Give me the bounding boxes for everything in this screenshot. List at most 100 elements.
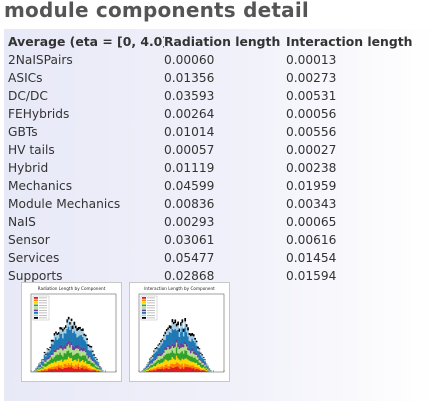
histogram-bin-segment [194, 352, 196, 355]
histogram-bin-segment [153, 353, 155, 360]
histogram-bin-segment [40, 363, 43, 365]
histogram-bin-segment [82, 364, 84, 368]
histogram-bin-segment [154, 358, 157, 361]
histogram-bin-segment [52, 367, 54, 370]
histogram-bin-segment [199, 369, 202, 371]
histogram-bin-segment [204, 368, 206, 370]
histogram-bin-segment [165, 364, 168, 368]
histogram-bin-segment [185, 350, 188, 359]
histogram-bin-segment [70, 358, 73, 364]
histogram-bin-segment [100, 370, 103, 372]
histogram-bin-segment [150, 358, 153, 360]
histogram-bin-segment [146, 370, 148, 372]
histogram-bin-segment [187, 349, 189, 355]
histogram-bin-segment [48, 352, 50, 357]
histogram-bin-segment [73, 346, 76, 351]
histogram-bin-segment [202, 358, 205, 363]
histogram-bin-segment [147, 366, 150, 367]
histogram-bin-segment [36, 369, 39, 370]
histogram-bin-segment [90, 366, 93, 370]
histogram-bin-segment [91, 366, 94, 369]
histogram-bin-segment [182, 368, 185, 372]
histogram-bin-segment [163, 366, 165, 370]
histogram-bin-segment [72, 349, 74, 356]
histogram-bin-segment [164, 365, 167, 369]
histogram-bin-segment [45, 360, 47, 362]
histogram-bin-segment [62, 366, 64, 369]
histogram-bin-segment [36, 371, 39, 372]
histogram-bin-segment [175, 323, 178, 327]
histogram-bin-segment [161, 338, 164, 341]
histogram-bin-segment [178, 368, 181, 372]
histogram-bin-segment [191, 361, 194, 366]
histogram-bin-segment [161, 354, 164, 359]
histogram-bin-segment [195, 340, 198, 343]
radiation-length-plot-thumbnail[interactable]: Radiation Length by Component [21, 282, 122, 382]
histogram-bin-segment [146, 366, 148, 368]
histogram-bin-segment [63, 329, 66, 334]
histogram-bin-segment [63, 359, 66, 364]
table-row: NaIS 0.00293 0.00065 [8, 213, 412, 231]
histogram-bin-segment [160, 345, 162, 354]
histogram-bin-segment [175, 342, 178, 348]
histogram-bin-segment [39, 368, 42, 370]
histogram-bin-segment [174, 359, 177, 364]
histogram-bin-segment [164, 359, 167, 366]
histogram-bin-segment [168, 328, 171, 332]
histogram-bin-segment [143, 368, 145, 370]
histogram-bin-segment [153, 368, 155, 370]
histogram-bin-segment [74, 364, 77, 369]
materials-table: Average (eta = [0, 4.0] Radiation length… [8, 31, 412, 285]
radiation-length-cell: 0.01356 [164, 71, 215, 85]
histogram-bin-segment [55, 352, 57, 356]
histogram-bin-segment [57, 364, 60, 368]
histogram-bin-segment [57, 367, 60, 372]
histogram-bin-segment [175, 330, 178, 340]
histogram-bin-segment [192, 340, 195, 352]
histogram-bin-segment [160, 340, 162, 343]
component-name-cell: Module Mechanics [8, 197, 121, 211]
histogram-bin-segment [65, 359, 67, 364]
histogram-bin-segment [156, 364, 158, 368]
histogram-bin-segment [174, 328, 177, 344]
histogram-bin-segment [175, 366, 178, 372]
histogram-bin-segment [178, 359, 181, 364]
histogram-bin-segment [173, 364, 175, 368]
histogram-bin-segment [150, 362, 153, 364]
histogram-bin-segment [90, 359, 93, 363]
histogram-bin-segment [65, 348, 67, 354]
histogram-bin-segment [70, 366, 73, 372]
histogram-bin-segment [171, 346, 174, 351]
histogram-bin-segment [158, 368, 161, 372]
histogram-bin-segment [62, 356, 64, 362]
histogram-bin-segment [46, 349, 49, 353]
histogram-bin-segment [150, 363, 153, 365]
histogram-bin-segment [45, 366, 47, 370]
histogram-bin-segment [91, 360, 94, 363]
histogram-bin-segment [46, 352, 49, 358]
histogram-bin-segment [202, 362, 205, 364]
interaction-length-plot-thumbnail[interactable]: Interaction Length by Component [129, 282, 230, 382]
histogram-bin-segment [191, 365, 194, 369]
histogram-bin-segment [77, 348, 80, 354]
histogram-bin-segment [36, 369, 39, 371]
histogram-bin-segment [168, 325, 171, 329]
histogram-bin-segment [60, 344, 63, 349]
histogram-bin-segment [187, 336, 189, 348]
histogram-bin-segment [191, 347, 194, 352]
histogram-bin-segment [173, 344, 175, 349]
histogram-bin-segment [66, 319, 69, 323]
histogram-bin-segment [65, 327, 67, 334]
histogram-bin-segment [39, 366, 42, 368]
histogram-bin-segment [148, 359, 151, 361]
histogram-bin-segment [177, 343, 179, 348]
histogram-bin-segment [202, 357, 205, 359]
histogram-bin-segment [184, 341, 187, 345]
histogram-bin-segment [89, 367, 91, 371]
histogram-bin-segment [157, 359, 160, 363]
histogram-bin-segment [96, 365, 98, 368]
histogram-bin-segment [198, 348, 201, 350]
histogram-bin-segment [192, 351, 195, 354]
histogram-bin-segment [50, 341, 53, 344]
histogram-bin-segment [165, 347, 168, 350]
